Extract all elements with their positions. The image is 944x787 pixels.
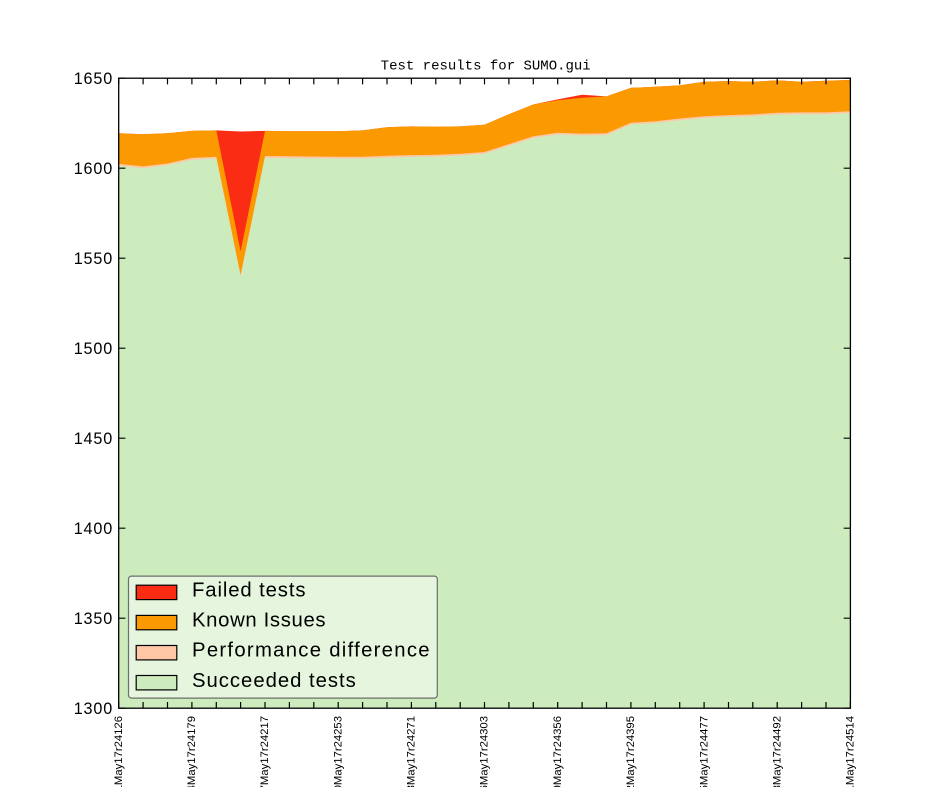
svg-text:07May17r24217: 07May17r24217 [259,716,271,787]
svg-text:1350: 1350 [74,610,114,628]
svg-text:1400: 1400 [74,520,114,538]
svg-text:Succeeded tests: Succeeded tests [192,670,357,692]
svg-text:Known Issues: Known Issues [192,610,326,632]
svg-text:25May17r24477: 25May17r24477 [698,716,710,787]
svg-text:1300: 1300 [74,700,114,718]
svg-text:22May17r24395: 22May17r24395 [625,716,637,787]
svg-text:1450: 1450 [74,430,114,448]
svg-text:31May17r24514: 31May17r24514 [845,716,857,787]
svg-text:1550: 1550 [74,250,114,268]
svg-text:1600: 1600 [74,160,114,178]
svg-text:Failed tests: Failed tests [192,580,306,602]
svg-text:13May17r24271: 13May17r24271 [406,716,418,787]
svg-text:10May17r24253: 10May17r24253 [332,716,344,787]
svg-text:19May17r24356: 19May17r24356 [552,716,564,787]
svg-text:16May17r24303: 16May17r24303 [479,716,491,787]
svg-text:Performance difference: Performance difference [192,640,431,662]
svg-text:1650: 1650 [74,70,114,88]
svg-text:01May17r24126: 01May17r24126 [113,716,125,787]
svg-text:Test results for SUMO.gui: Test results for SUMO.gui [381,59,591,75]
svg-text:04May17r24179: 04May17r24179 [186,716,198,787]
svg-text:1500: 1500 [74,340,114,358]
svg-text:28May17r24492: 28May17r24492 [771,716,783,787]
